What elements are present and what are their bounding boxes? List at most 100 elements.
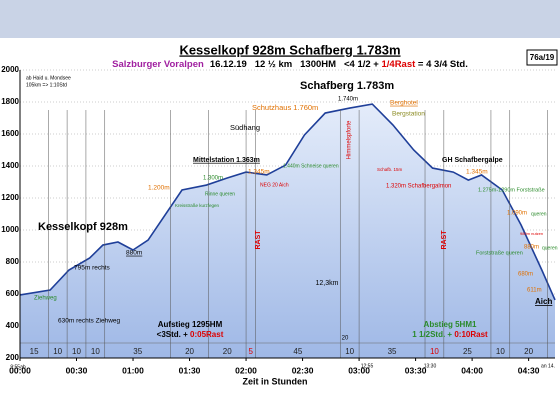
y-tick-label: 1000 (1, 225, 19, 234)
annotation: Forststraße queren (476, 250, 523, 256)
segment-label: 25 (463, 347, 472, 356)
chart-title: Kesselkopf 928m Schafberg 1.783m (179, 42, 400, 57)
annotation: RAST (441, 230, 448, 250)
rest: 1/4Rast (381, 59, 416, 70)
annotation: 1.200m (148, 185, 170, 192)
profile-line (19, 103, 556, 301)
annotation: Berghotel (390, 100, 418, 107)
annotations: Kesselkopf 928m 795m rechts Ziehweg 630m… (10, 80, 557, 370)
x-axis-label: Zeit in Stunden (243, 376, 308, 386)
x-tick-label: 01:30 (179, 365, 201, 375)
region: Salzburger Voralpen (112, 59, 204, 70)
x-tick-label: 03:00 (348, 365, 370, 375)
note: 105km => 1:10Std (26, 82, 67, 88)
annotation: 1.320m Schafbergalmon (386, 184, 451, 190)
annotation: queren (531, 211, 547, 217)
total: = 4 3/4 Std. (415, 59, 468, 70)
annotation: 1.440m Schneise queren (283, 163, 339, 169)
x-tick-label: 04:00 (461, 365, 483, 375)
rest: 0:10Rast (454, 330, 488, 339)
y-tick-label: 1600 (1, 129, 19, 138)
segment-label: 10 (345, 347, 354, 356)
segment-label: 10 (496, 347, 505, 356)
annotation: Aich (535, 297, 552, 306)
y-tick-label: 800 (6, 257, 20, 266)
descent-time: 1 1/2Std. + 0:10Rast (412, 330, 488, 339)
annotation: 980m nutzen (520, 231, 543, 236)
annotation: NEG 20 Aich (260, 182, 289, 188)
x-tick-label: 00:00 (9, 365, 31, 375)
x-tick-label: 02:00 (235, 365, 257, 375)
annotation: Schafberg 1.783m (300, 80, 394, 92)
annotation: 1.345m (466, 169, 488, 176)
segment-label: 45 (293, 347, 302, 356)
annotation: Kesselkopf 928m (38, 221, 128, 233)
annotation: Himmelspforte (347, 120, 353, 159)
y-tick-label: 200 (6, 353, 20, 362)
annotation: 20 (342, 336, 349, 342)
annotation: 630m rechts Ziehweg (58, 318, 121, 325)
segment-label: 10 (72, 347, 81, 356)
segment-label: 35 (388, 347, 397, 356)
annotation: queren (542, 245, 558, 251)
annotation: Schutzhaus 1.760m (252, 103, 318, 112)
x-tick-label: 00:30 (66, 365, 88, 375)
annotation: 1.300m (203, 176, 223, 182)
annotation: 1.345m (248, 169, 270, 176)
x-tick-label: 04:30 (518, 365, 540, 375)
annotation: 880m (524, 245, 539, 251)
time: <3Std. + (157, 330, 190, 339)
y-tick-label: 1800 (1, 97, 19, 106)
segment-label: 20 (524, 347, 533, 356)
annotation: Ziehweg (34, 296, 57, 302)
annotation: Bergstation (392, 111, 425, 118)
segment-label: 35 (133, 347, 142, 356)
y-tick-label: 400 (6, 321, 20, 330)
annotation: 12,3km (316, 280, 339, 287)
annotation: Kreisstraße kurzfegen (175, 203, 220, 208)
segment-label: 10 (91, 347, 100, 356)
ascent-time: <3Std. + 0:05Rast (157, 330, 224, 339)
note: ab Haid u. Mondsee (26, 75, 71, 81)
x-tick-label: 01:00 (122, 365, 144, 375)
y-tick-label: 1400 (1, 161, 19, 170)
segment-label: 5 (249, 347, 254, 356)
annotation: 12:55 (361, 363, 374, 369)
badge-box (526, 49, 558, 66)
y-tick-label: 600 (6, 289, 20, 298)
annotation: 9:55ab (10, 364, 26, 370)
annotation: GH Schafbergalpe (442, 157, 503, 164)
segment-label: 10 (430, 347, 439, 356)
area (20, 104, 555, 358)
segment-label: 15 (30, 347, 39, 356)
annotation: 795m rechts (74, 265, 111, 272)
annotation: 680m (518, 272, 533, 278)
annotation: Mittelstation 1.363m (193, 157, 260, 164)
segment-label: 20 (223, 347, 232, 356)
time: 1 1/2Std. + (412, 330, 454, 339)
annotation: 880m (126, 250, 142, 257)
facts: 16.12.19 12 ½ km 1300HM <4 1/2 + (210, 59, 382, 70)
annotation: 1.275m-1290m Forststraße (478, 187, 545, 193)
y-tick-label: 2000 (1, 65, 19, 74)
subtitle: Salzburger Voralpen 16.12.19 12 ½ km 1300… (112, 59, 468, 70)
annotation: 1.090m (507, 211, 527, 217)
segment-label: 20 (185, 347, 194, 356)
annotation: an 14. (541, 363, 555, 369)
annotation: 1.740m (338, 97, 358, 103)
x-tick-label: 02:30 (292, 365, 314, 375)
annotation: Schafb. 15m (377, 167, 403, 172)
rest: 0:05Rast (190, 330, 224, 339)
annotation: Südhang (230, 123, 260, 132)
x-tick-label: 03:30 (405, 365, 427, 375)
annotation: 13:30 (424, 363, 437, 369)
ascent-title: Aufstieg 1295HM (158, 320, 223, 329)
y-tick-label: 1200 (1, 193, 19, 202)
segment-label: 10 (53, 347, 62, 356)
descent-title: Abstieg 5HM1 (424, 320, 477, 329)
badge: 76a/19 (530, 53, 555, 62)
annotation: Rinne queren (205, 191, 235, 197)
annotation: 611m (527, 288, 542, 294)
annotation: RAST (255, 230, 262, 250)
